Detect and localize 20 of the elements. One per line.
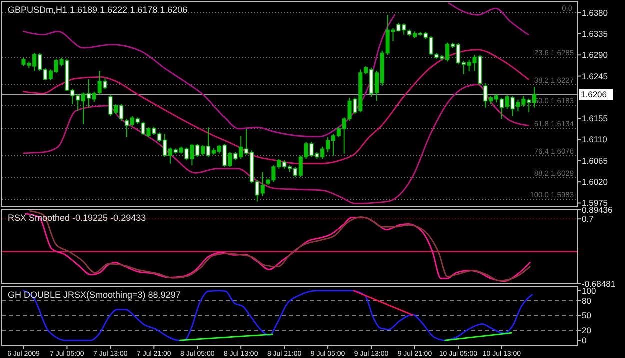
y-tick-label: 1.6335 bbox=[582, 28, 608, 39]
y-tick-label: 0 bbox=[582, 336, 587, 346]
line-series bbox=[23, 84, 530, 204]
y-tick-label: 50 bbox=[582, 310, 592, 321]
y-tick-label: 1.6380 bbox=[582, 8, 608, 18]
y-tick-label: -0.68481 bbox=[582, 278, 616, 289]
y-tick-label: 0.7 bbox=[582, 214, 594, 224]
y-tick-label: 1.6110 bbox=[582, 134, 608, 145]
y-tick-label: 80 bbox=[582, 296, 592, 306]
y-tick-label: 1.6155 bbox=[582, 114, 608, 124]
y-tick-label: 1.5975 bbox=[582, 198, 608, 208]
line-series bbox=[23, 49, 530, 164]
y-tick-label: 1.6245 bbox=[582, 71, 608, 82]
ref-line-label: 1.6206 bbox=[581, 90, 608, 100]
y-tick-label: 20 bbox=[582, 326, 592, 336]
chart-title: GBPUSDm,H1 1.6189 1.6222 1.6178 1.6206 bbox=[8, 5, 188, 15]
y-tick-label: 1.6290 bbox=[582, 50, 608, 60]
y-tick-label: 1.6065 bbox=[582, 156, 608, 166]
line-series bbox=[23, 290, 534, 342]
y-tick-label: 1.6020 bbox=[582, 177, 608, 188]
